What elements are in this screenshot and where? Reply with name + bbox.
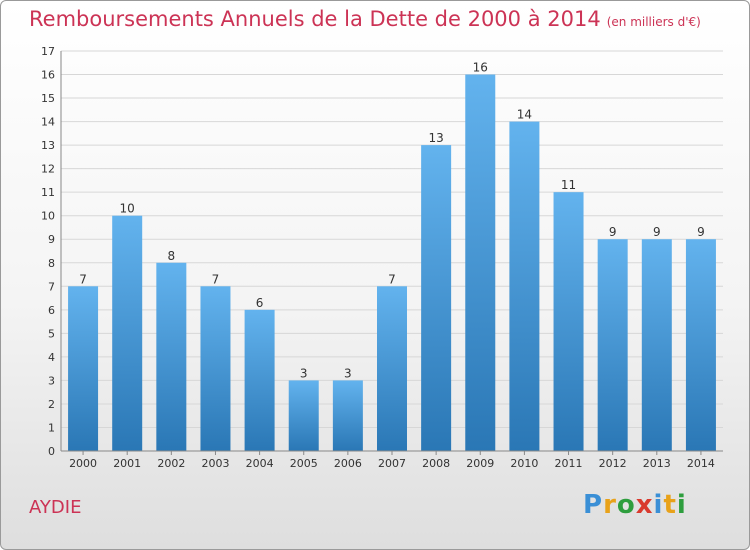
y-tick-label: 8 — [48, 257, 55, 270]
y-tick-label: 15 — [41, 92, 55, 105]
bar — [332, 380, 363, 451]
y-tick-label: 1 — [48, 421, 55, 434]
logo-letter: P — [583, 490, 604, 520]
y-tick-label: 0 — [48, 445, 55, 458]
y-tick-label: 3 — [48, 374, 55, 387]
x-tick-label: 2009 — [466, 457, 494, 470]
y-tick-label: 12 — [41, 163, 55, 176]
bar-value-label: 9 — [653, 225, 661, 239]
bar-value-label: 6 — [256, 296, 264, 310]
bar — [465, 74, 496, 451]
proxiti-logo: Proxiti — [583, 490, 687, 520]
bar — [244, 309, 275, 451]
x-tick-label: 2001 — [113, 457, 141, 470]
logo-letter: i — [676, 490, 687, 520]
y-tick-label: 7 — [48, 280, 55, 293]
x-tick-label: 2011 — [555, 457, 583, 470]
x-tick-label: 2004 — [246, 457, 274, 470]
x-tick-label: 2010 — [510, 457, 538, 470]
logo-letter: r — [603, 490, 617, 520]
y-tick-label: 13 — [41, 139, 55, 152]
y-tick-label: 6 — [48, 304, 55, 317]
bar-value-label: 7 — [212, 272, 220, 286]
x-axis: 2000 2001 2002 2003 2004 2005 2006 2007 2008 2009… — [61, 450, 723, 470]
bar — [641, 239, 672, 451]
bar-value-label: 7 — [388, 272, 396, 286]
data-labels: 7 10 8 7 6 3 3 7 13 16 14 11 9 9 9 — [79, 61, 705, 381]
y-tick-label: 4 — [48, 351, 55, 364]
bar — [553, 192, 584, 452]
y-tick-label: 16 — [41, 69, 55, 82]
bar — [421, 145, 452, 451]
commune-name: AYDIE — [29, 497, 82, 518]
bar-value-label: 16 — [473, 61, 488, 75]
logo-letter: x — [635, 490, 654, 520]
bar-value-label: 3 — [300, 366, 308, 380]
x-tick-label: 2013 — [643, 457, 671, 470]
chart-title: Remboursements Annuels de la Dette de 20… — [29, 7, 701, 31]
x-tick-label: 2003 — [201, 457, 229, 470]
chart-title-text: Remboursements Annuels de la Dette de 20… — [29, 7, 601, 31]
x-tick-label: 2007 — [378, 457, 406, 470]
bar — [156, 262, 187, 451]
bar-value-label: 9 — [609, 225, 617, 239]
x-tick-label: 2000 — [69, 457, 97, 470]
bar-value-label: 10 — [120, 202, 135, 216]
logo-letter: o — [616, 490, 636, 520]
bar-value-label: 13 — [428, 131, 443, 145]
bar — [509, 121, 540, 452]
bar-value-label: 8 — [168, 249, 176, 263]
bar-value-label: 9 — [697, 225, 705, 239]
y-tick-label: 2 — [48, 398, 55, 411]
chart-unit: (en milliers d'€) — [606, 15, 701, 29]
bar-value-label: 3 — [344, 366, 352, 380]
y-tick-label: 10 — [41, 210, 55, 223]
y-tick-label: 14 — [41, 116, 55, 129]
x-tick-label: 2002 — [157, 457, 185, 470]
y-tick-label: 17 — [41, 45, 55, 58]
x-tick-label: 2006 — [334, 457, 362, 470]
bar-value-label: 11 — [561, 178, 576, 192]
bar — [685, 239, 716, 451]
x-tick-label: 2008 — [422, 457, 450, 470]
bars — [68, 74, 716, 452]
y-tick-label: 9 — [48, 233, 55, 246]
x-tick-label: 2012 — [599, 457, 627, 470]
bar — [112, 215, 143, 451]
bar-value-label: 7 — [79, 272, 87, 286]
bar — [200, 286, 231, 451]
logo-letter: i — [653, 490, 664, 520]
x-tick-label: 2014 — [687, 457, 715, 470]
y-tick-label: 5 — [48, 327, 55, 340]
bar — [597, 239, 628, 451]
bar — [68, 286, 99, 451]
bar-value-label: 14 — [517, 108, 532, 122]
x-tick-label: 2005 — [290, 457, 318, 470]
y-tick-label: 11 — [41, 186, 55, 199]
logo-letter: t — [663, 490, 677, 520]
bar — [288, 380, 319, 451]
bar — [377, 286, 407, 451]
